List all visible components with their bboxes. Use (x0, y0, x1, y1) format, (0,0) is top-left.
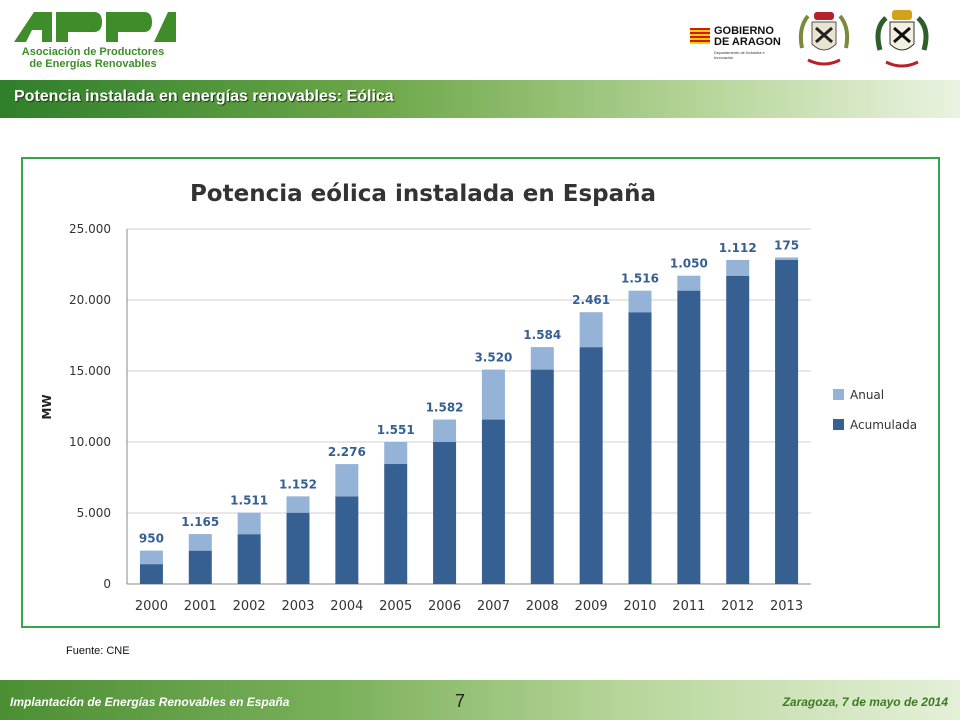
legend-swatch-acumulada (833, 419, 844, 430)
bar-acumulada (579, 347, 603, 584)
bar-acumulada (481, 419, 505, 584)
bar-acumulada (628, 312, 652, 584)
bar-anual (775, 257, 799, 260)
x-tick-label: 2002 (233, 599, 266, 614)
y-tick-label: 10.000 (69, 435, 111, 449)
x-tick-label: 2011 (672, 599, 705, 614)
source-note: Fuente: CNE (66, 645, 130, 657)
bar-anual (726, 259, 750, 276)
x-tick-label: 2005 (379, 599, 412, 614)
footer-left-text: Implantación de Energías Renovables en E… (10, 695, 290, 709)
data-label: 1.516 (621, 272, 659, 286)
bar-acumulada (677, 290, 701, 584)
bar-acumulada (726, 275, 750, 584)
y-tick-label: 15.000 (69, 364, 111, 378)
bar-anual (139, 550, 163, 565)
bar-anual (677, 275, 701, 291)
bar-acumulada (188, 550, 212, 584)
appa-logo-icon (14, 12, 176, 42)
data-label: 1.511 (230, 494, 268, 508)
bar-anual (286, 496, 310, 513)
x-tick-label: 2003 (281, 599, 314, 614)
legend-label-acumulada: Acumulada (850, 418, 917, 432)
appa-logo: Asociación de Productores de Energías Re… (8, 8, 178, 70)
slide-title-bar: Potencia instalada en energías renovable… (0, 80, 960, 118)
bar-anual (335, 464, 359, 497)
gobierno-sub: Departamento de Industria e Innovación (714, 50, 765, 60)
data-label: 1.584 (523, 328, 561, 342)
data-label: 1.112 (719, 241, 757, 255)
bar-anual (481, 369, 505, 420)
bar-anual (237, 512, 261, 535)
bar-acumulada (286, 512, 310, 584)
bar-anual (579, 312, 603, 348)
logo-line2: de Energías Renovables (29, 58, 157, 70)
x-tick-label: 2006 (428, 599, 461, 614)
x-tick-label: 2009 (575, 599, 608, 614)
x-tick-label: 2000 (135, 599, 168, 614)
bar-acumulada (384, 464, 408, 584)
data-label: 1.152 (279, 477, 317, 491)
bar-anual (628, 290, 652, 313)
slide-title: Potencia instalada en energías renovable… (14, 88, 394, 105)
data-label: 3.520 (474, 351, 512, 365)
page-number: 7 (455, 691, 466, 711)
engineering-crest-icon (872, 8, 932, 72)
bar-anual (384, 441, 408, 465)
gobierno-aragon-logo: GOBIERNO DE ARAGON Departamento de Indus… (690, 24, 790, 66)
bar-acumulada (775, 259, 799, 584)
y-tick-label: 0 (103, 577, 111, 591)
logo-line1: Asociación de Productores (21, 46, 165, 58)
bar-acumulada (335, 496, 359, 584)
bar-anual (530, 347, 554, 370)
bar-anual (188, 534, 212, 551)
y-tick-label: 25.000 (69, 222, 111, 236)
x-tick-label: 2001 (184, 599, 217, 614)
y-axis-label: MW (40, 394, 54, 419)
mining-crest-icon (794, 8, 854, 72)
data-label: 175 (774, 238, 799, 252)
bar-acumulada (139, 564, 163, 584)
data-label: 1.050 (670, 257, 708, 271)
data-label: 950 (139, 532, 164, 546)
footer-bar: Implantación de Energías Renovables en E… (0, 680, 960, 720)
gobierno-line2: DE ARAGON (714, 36, 781, 48)
x-tick-label: 2008 (526, 599, 559, 614)
legend-label-anual: Anual (850, 388, 884, 402)
legend-swatch-anual (833, 389, 844, 400)
gobierno-line1: GOBIERNO (714, 25, 774, 37)
x-tick-label: 2004 (330, 599, 363, 614)
bar-acumulada (530, 369, 554, 584)
bar-anual (433, 419, 457, 442)
chart-title: Potencia eólica instalada en España (190, 181, 656, 207)
chart-frame: Potencia eólica instalada en España MW 9… (21, 157, 940, 628)
wind-power-chart: Potencia eólica instalada en España MW 9… (40, 181, 917, 614)
x-tick-label: 2012 (721, 599, 754, 614)
aragon-flag-icon (690, 28, 710, 44)
x-tick-label: 2007 (477, 599, 510, 614)
data-label: 2.461 (572, 293, 610, 307)
data-label: 1.165 (181, 515, 219, 529)
x-tick-label: 2010 (623, 599, 656, 614)
y-tick-label: 20.000 (69, 293, 111, 307)
bar-acumulada (237, 534, 261, 584)
footer-right-text: Zaragoza, 7 de mayo de 2014 (782, 695, 948, 709)
x-tick-label: 2013 (770, 599, 803, 614)
data-label: 1.582 (426, 401, 464, 415)
data-label: 1.551 (377, 423, 415, 437)
y-tick-label: 5.000 (77, 506, 111, 520)
bar-acumulada (433, 442, 457, 584)
data-label: 2.276 (328, 445, 366, 459)
